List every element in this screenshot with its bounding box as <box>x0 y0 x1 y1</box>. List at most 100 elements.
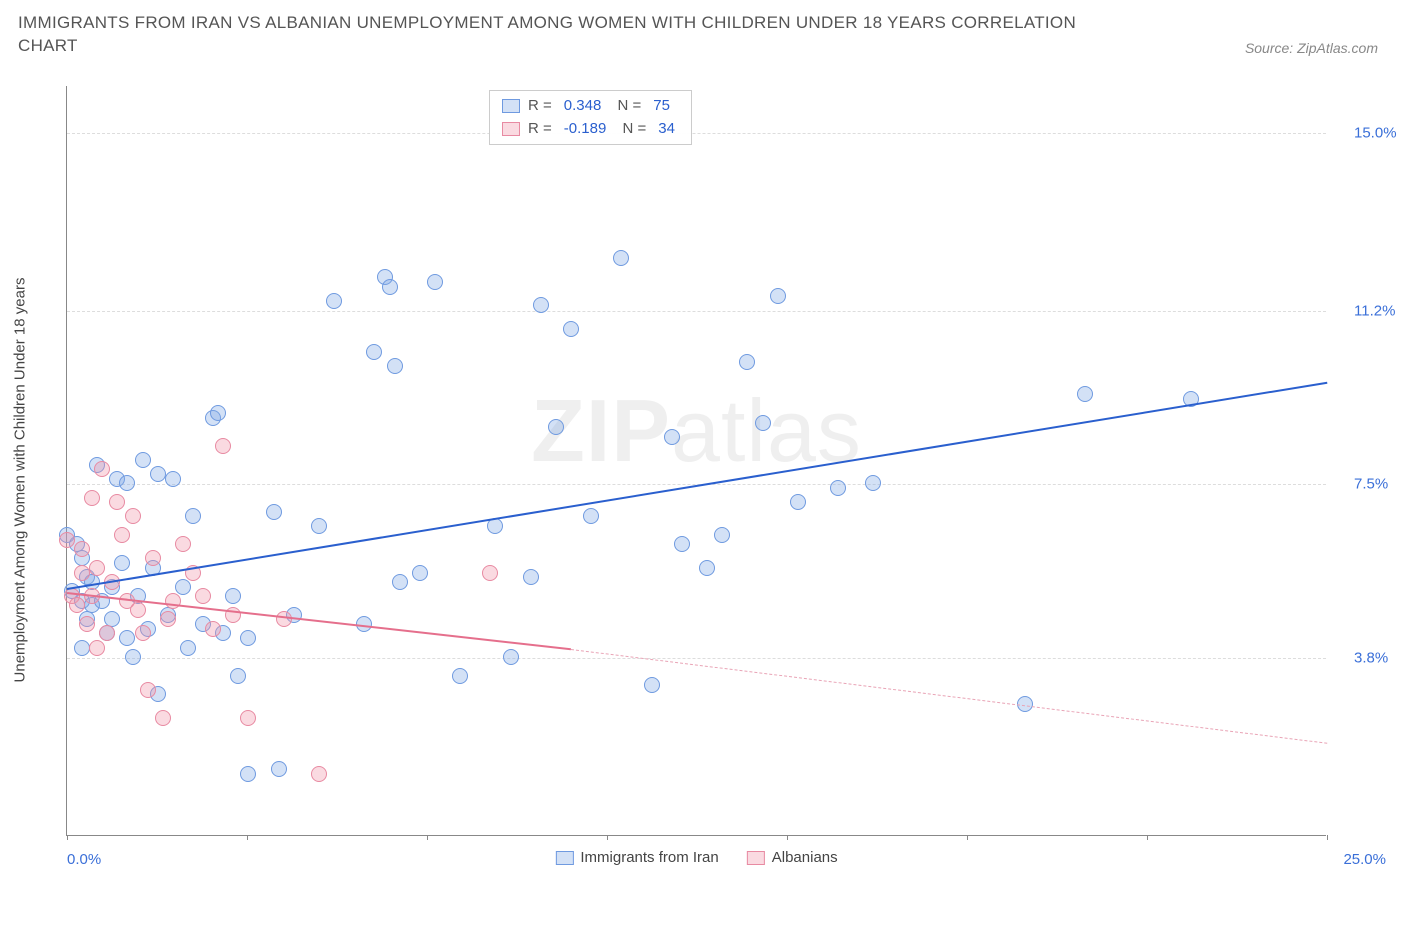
title-block: IMMIGRANTS FROM IRAN VS ALBANIAN UNEMPLO… <box>18 10 1076 56</box>
data-point-iran <box>225 588 241 604</box>
data-point-iran <box>503 649 519 665</box>
data-point-albanian <box>109 494 125 510</box>
legend-r-albanian: -0.189 <box>564 118 607 141</box>
data-point-albanian <box>69 597 85 613</box>
legend-n-iran: 75 <box>653 95 670 118</box>
data-point-iran <box>755 415 771 431</box>
data-point-iran <box>770 288 786 304</box>
data-point-iran <box>739 354 755 370</box>
data-point-iran <box>699 560 715 576</box>
swatch-iran <box>502 99 520 113</box>
data-point-albanian <box>175 536 191 552</box>
correlation-legend: R = 0.348 N = 75 R = -0.189 N = 34 <box>489 90 692 145</box>
data-point-albanian <box>482 565 498 581</box>
legend-swatch-iran <box>555 851 573 865</box>
x-tick-mark <box>607 835 608 840</box>
data-point-iran <box>382 279 398 295</box>
data-point-albanian <box>79 616 95 632</box>
data-point-iran <box>230 668 246 684</box>
data-point-iran <box>185 508 201 524</box>
series-legend: Immigrants from Iran Albanians <box>555 849 837 866</box>
data-point-iran <box>240 766 256 782</box>
data-point-iran <box>563 321 579 337</box>
x-axis-min-label: 0.0% <box>67 851 101 868</box>
data-point-iran <box>271 761 287 777</box>
data-point-iran <box>452 668 468 684</box>
data-point-albanian <box>94 461 110 477</box>
legend-row-albanian: R = -0.189 N = 34 <box>502 118 679 141</box>
data-point-albanian <box>59 532 75 548</box>
legend-n-label: N = <box>613 95 641 118</box>
data-point-iran <box>644 677 660 693</box>
x-tick-mark <box>427 835 428 840</box>
data-point-iran <box>311 518 327 534</box>
data-point-albanian <box>125 508 141 524</box>
data-point-albanian <box>89 560 105 576</box>
x-axis-max-label: 25.0% <box>1343 851 1386 868</box>
data-point-iran <box>114 555 130 571</box>
data-point-iran <box>533 297 549 313</box>
data-point-iran <box>135 452 151 468</box>
data-point-iran <box>830 480 846 496</box>
legend-row-iran: R = 0.348 N = 75 <box>502 95 679 118</box>
swatch-albanian <box>502 122 520 136</box>
data-point-albanian <box>155 710 171 726</box>
data-point-albanian <box>135 625 151 641</box>
data-point-albanian <box>145 550 161 566</box>
y-tick-label: 3.8% <box>1354 649 1388 666</box>
data-point-albanian <box>240 710 256 726</box>
x-tick-mark <box>967 835 968 840</box>
data-point-albanian <box>205 621 221 637</box>
chart-header: IMMIGRANTS FROM IRAN VS ALBANIAN UNEMPLO… <box>0 0 1406 60</box>
data-point-iran <box>74 640 90 656</box>
data-point-iran <box>165 471 181 487</box>
data-point-iran <box>266 504 282 520</box>
data-point-iran <box>674 536 690 552</box>
data-point-iran <box>125 649 141 665</box>
legend-r-iran: 0.348 <box>564 95 602 118</box>
y-tick-label: 15.0% <box>1354 124 1397 141</box>
data-point-iran <box>583 508 599 524</box>
data-point-albanian <box>114 527 130 543</box>
data-point-iran <box>180 640 196 656</box>
chart-area: Unemployment Among Women with Children U… <box>46 86 1386 874</box>
data-point-albanian <box>99 625 115 641</box>
chart-title-line2: CHART <box>18 36 1076 56</box>
gridline <box>67 311 1326 312</box>
data-point-albanian <box>89 640 105 656</box>
data-point-iran <box>865 475 881 491</box>
x-tick-mark <box>1327 835 1328 840</box>
legend-r-label: R = <box>528 95 552 118</box>
data-point-albanian <box>160 611 176 627</box>
data-point-iran <box>119 630 135 646</box>
trend-line-extrapolated <box>571 649 1327 744</box>
legend-label-iran: Immigrants from Iran <box>580 849 718 866</box>
data-point-iran <box>790 494 806 510</box>
y-tick-label: 7.5% <box>1354 476 1388 493</box>
data-point-iran <box>1077 386 1093 402</box>
data-point-iran <box>150 466 166 482</box>
data-point-albanian <box>276 611 292 627</box>
data-point-albanian <box>140 682 156 698</box>
data-point-albanian <box>74 565 90 581</box>
legend-n-label: N = <box>618 118 646 141</box>
x-tick-mark <box>247 835 248 840</box>
source-credit: Source: ZipAtlas.com <box>1245 40 1388 56</box>
data-point-iran <box>175 579 191 595</box>
data-point-iran <box>392 574 408 590</box>
data-point-albanian <box>311 766 327 782</box>
data-point-iran <box>523 569 539 585</box>
data-point-iran <box>387 358 403 374</box>
gridline <box>67 658 1326 659</box>
watermark-light: atlas <box>671 381 862 480</box>
data-point-albanian <box>195 588 211 604</box>
y-axis-label: Unemployment Among Women with Children U… <box>12 278 29 683</box>
legend-r-label: R = <box>528 118 552 141</box>
data-point-iran <box>664 429 680 445</box>
plot-region: ZIPatlas R = 0.348 N = 75 R = -0.189 N =… <box>66 86 1326 836</box>
data-point-albanian <box>130 602 146 618</box>
data-point-iran <box>210 405 226 421</box>
legend-item-iran: Immigrants from Iran <box>555 849 718 866</box>
chart-title-line1: IMMIGRANTS FROM IRAN VS ALBANIAN UNEMPLO… <box>18 10 1076 36</box>
data-point-iran <box>714 527 730 543</box>
